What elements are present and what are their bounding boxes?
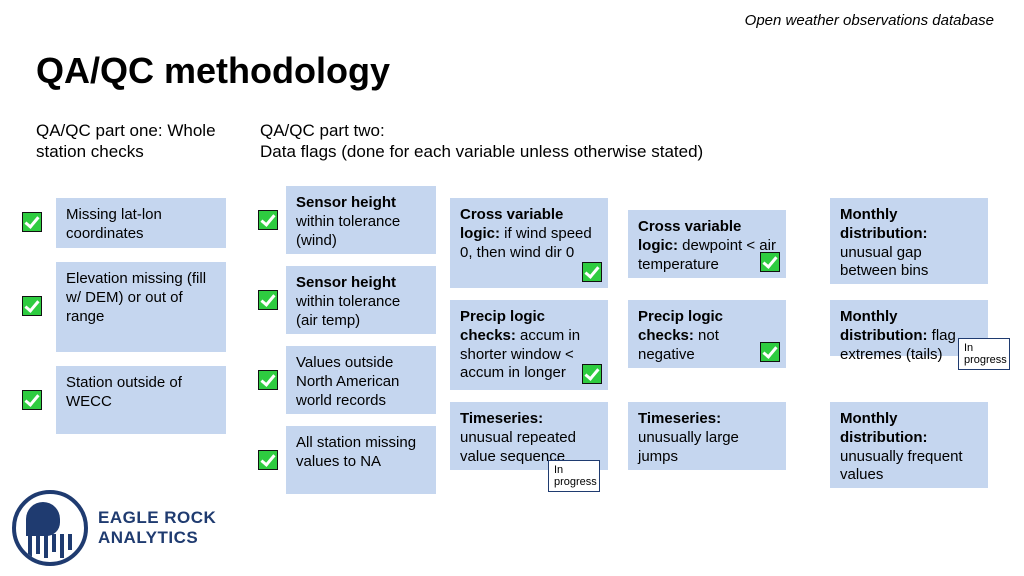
check-icon [258,210,278,230]
card-text: within tolerance (air temp) [296,293,400,329]
card-wecc: Station outside of WECC [56,366,226,434]
check-icon [258,450,278,470]
check-icon [582,364,602,384]
brand-line2: ANALYTICS [98,528,216,548]
card-mdist-gap: Monthly distribution: unusual gap betwee… [830,198,988,284]
check-icon [22,212,42,232]
card-text: unusual gap between bins [840,244,928,280]
card-text: unusually large jumps [638,429,739,465]
card-text: Missing lat-lon coordinates [66,206,162,242]
card-elevation: Elevation missing (fill w/ DEM) or out o… [56,262,226,352]
card-text: within tolerance (wind) [296,213,400,249]
card-text: Station outside of WECC [66,374,182,410]
brand-line1: EAGLE ROCK [98,508,216,528]
card-missing-to-na: All station missing values to NA [286,426,436,494]
card-bold: Monthly distribution: [840,206,927,242]
card-bold: Sensor height [296,194,396,211]
card-bold: Monthly distribution: [840,410,927,446]
card-world-records: Values outside North American world reco… [286,346,436,414]
card-missing-latlon: Missing lat-lon coordinates [56,198,226,248]
card-text: unusually frequent values [840,448,963,484]
card-sensor-wind: Sensor height within tolerance (wind) [286,186,436,254]
card-mdist-freq: Monthly distribution: unusually frequent… [830,402,988,488]
section2-label: QA/QC part two: Data flags (done for eac… [260,120,960,163]
header-subtitle: Open weather observations database [745,12,994,29]
card-text: Elevation missing (fill w/ DEM) or out o… [66,270,206,325]
check-icon [258,370,278,390]
card-text: Values outside North American world reco… [296,354,399,409]
check-icon [22,390,42,410]
card-sensor-airtemp: Sensor height within tolerance (air temp… [286,266,436,334]
in-progress-badge: In progress [548,460,600,492]
check-icon [582,262,602,282]
card-bold: Monthly distribution: [840,308,927,344]
check-icon [760,252,780,272]
card-bold: Timeseries: [460,410,543,427]
card-ts-jumps: Timeseries: unusually large jumps [628,402,786,470]
brand-logo: EAGLE ROCK ANALYTICS [12,490,216,566]
card-text: All station missing values to NA [296,434,416,470]
eagle-logo-icon [12,490,88,566]
check-icon [760,342,780,362]
page-title: QA/QC methodology [36,50,390,92]
card-bold: Timeseries: [638,410,721,427]
brand-name: EAGLE ROCK ANALYTICS [98,508,216,547]
check-icon [22,296,42,316]
card-bold: Sensor height [296,274,396,291]
in-progress-badge: In progress [958,338,1010,370]
section1-label: QA/QC part one: Whole station checks [36,120,226,163]
check-icon [258,290,278,310]
